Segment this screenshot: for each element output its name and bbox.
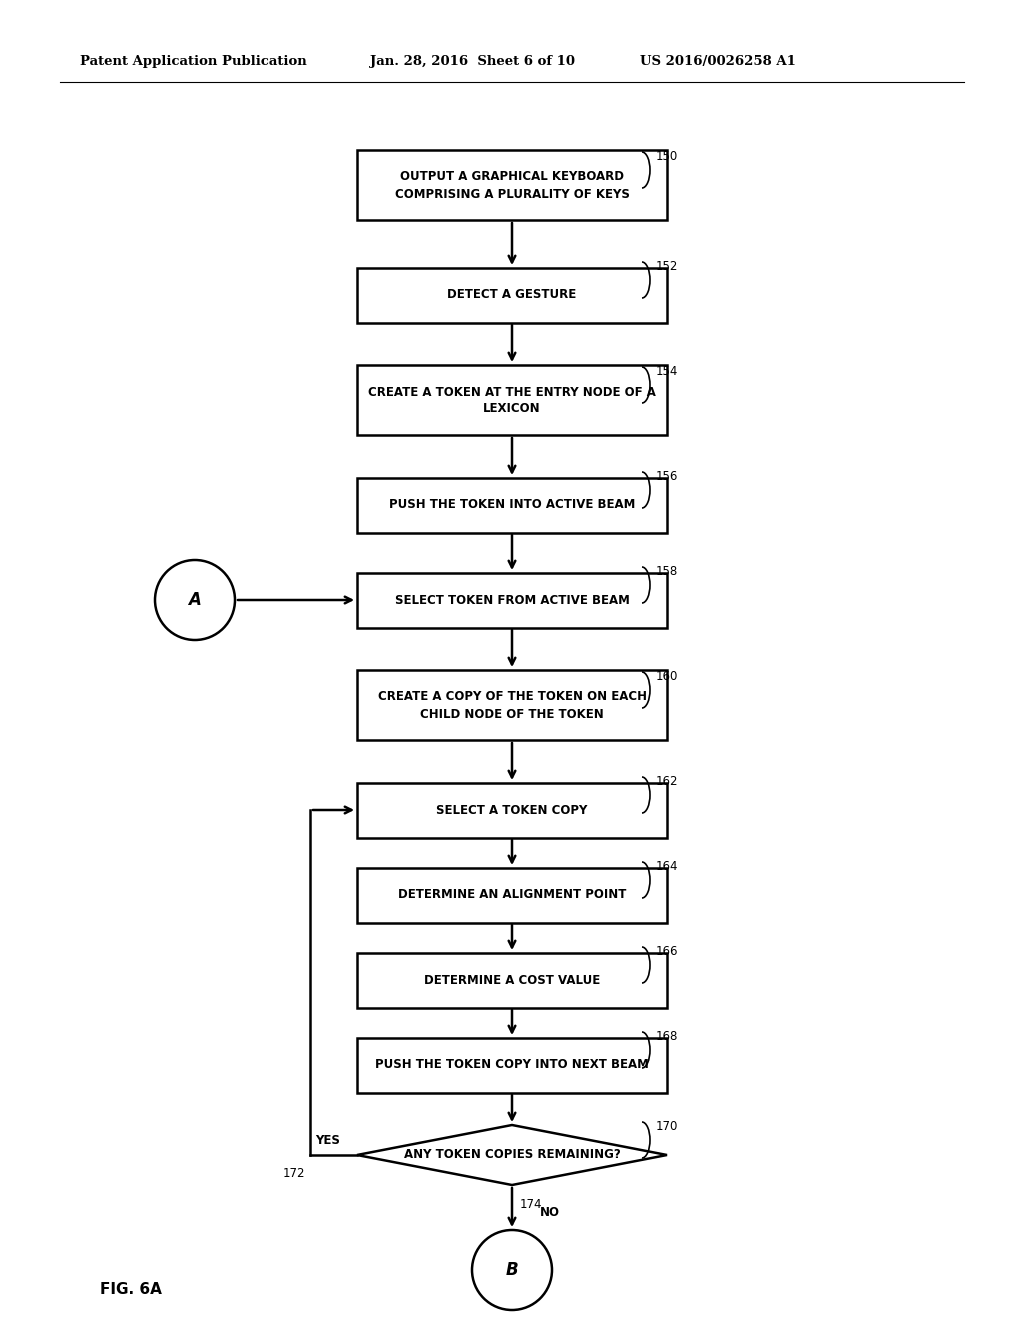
- Text: CREATE A COPY OF THE TOKEN ON EACH: CREATE A COPY OF THE TOKEN ON EACH: [378, 690, 646, 704]
- Text: 158: 158: [656, 565, 678, 578]
- Text: 160: 160: [656, 671, 678, 682]
- Text: CREATE A TOKEN AT THE ENTRY NODE OF A: CREATE A TOKEN AT THE ENTRY NODE OF A: [368, 385, 656, 399]
- Text: DETERMINE AN ALIGNMENT POINT: DETERMINE AN ALIGNMENT POINT: [397, 888, 627, 902]
- Text: NO: NO: [540, 1206, 560, 1220]
- Text: YES: YES: [315, 1134, 340, 1147]
- Bar: [357, 478, 667, 532]
- Bar: [357, 150, 667, 220]
- Text: 150: 150: [656, 150, 678, 162]
- Polygon shape: [357, 1125, 667, 1185]
- Text: DETERMINE A COST VALUE: DETERMINE A COST VALUE: [424, 974, 600, 986]
- Bar: [357, 953, 667, 1007]
- Text: 162: 162: [656, 775, 679, 788]
- Text: LEXICON: LEXICON: [483, 403, 541, 416]
- Text: ANY TOKEN COPIES REMAINING?: ANY TOKEN COPIES REMAINING?: [403, 1148, 621, 1162]
- Bar: [357, 783, 667, 837]
- Text: 164: 164: [656, 861, 679, 873]
- Text: PUSH THE TOKEN INTO ACTIVE BEAM: PUSH THE TOKEN INTO ACTIVE BEAM: [389, 499, 635, 511]
- Bar: [357, 268, 667, 322]
- Text: Patent Application Publication: Patent Application Publication: [80, 55, 307, 69]
- Text: A: A: [188, 591, 202, 609]
- Text: SELECT TOKEN FROM ACTIVE BEAM: SELECT TOKEN FROM ACTIVE BEAM: [394, 594, 630, 606]
- Text: COMPRISING A PLURALITY OF KEYS: COMPRISING A PLURALITY OF KEYS: [394, 187, 630, 201]
- Bar: [357, 573, 667, 627]
- Text: FIG. 6A: FIG. 6A: [100, 1283, 162, 1298]
- Bar: [357, 1038, 667, 1093]
- Bar: [357, 366, 667, 436]
- Text: DETECT A GESTURE: DETECT A GESTURE: [447, 289, 577, 301]
- Text: 170: 170: [656, 1119, 678, 1133]
- Text: PUSH THE TOKEN COPY INTO NEXT BEAM: PUSH THE TOKEN COPY INTO NEXT BEAM: [375, 1059, 649, 1072]
- Text: OUTPUT A GRAPHICAL KEYBOARD: OUTPUT A GRAPHICAL KEYBOARD: [400, 170, 624, 183]
- Text: 166: 166: [656, 945, 679, 958]
- Text: US 2016/0026258 A1: US 2016/0026258 A1: [640, 55, 796, 69]
- Text: CHILD NODE OF THE TOKEN: CHILD NODE OF THE TOKEN: [420, 708, 604, 721]
- Text: Jan. 28, 2016  Sheet 6 of 10: Jan. 28, 2016 Sheet 6 of 10: [370, 55, 575, 69]
- Text: SELECT A TOKEN COPY: SELECT A TOKEN COPY: [436, 804, 588, 817]
- Text: 156: 156: [656, 470, 678, 483]
- Circle shape: [155, 560, 234, 640]
- Text: 168: 168: [656, 1030, 678, 1043]
- Bar: [357, 867, 667, 923]
- Bar: [357, 671, 667, 741]
- Text: 152: 152: [656, 260, 678, 273]
- Text: 174: 174: [520, 1199, 543, 1212]
- Text: B: B: [506, 1261, 518, 1279]
- Text: 154: 154: [656, 366, 678, 378]
- Text: 172: 172: [283, 1167, 305, 1180]
- Circle shape: [472, 1230, 552, 1309]
